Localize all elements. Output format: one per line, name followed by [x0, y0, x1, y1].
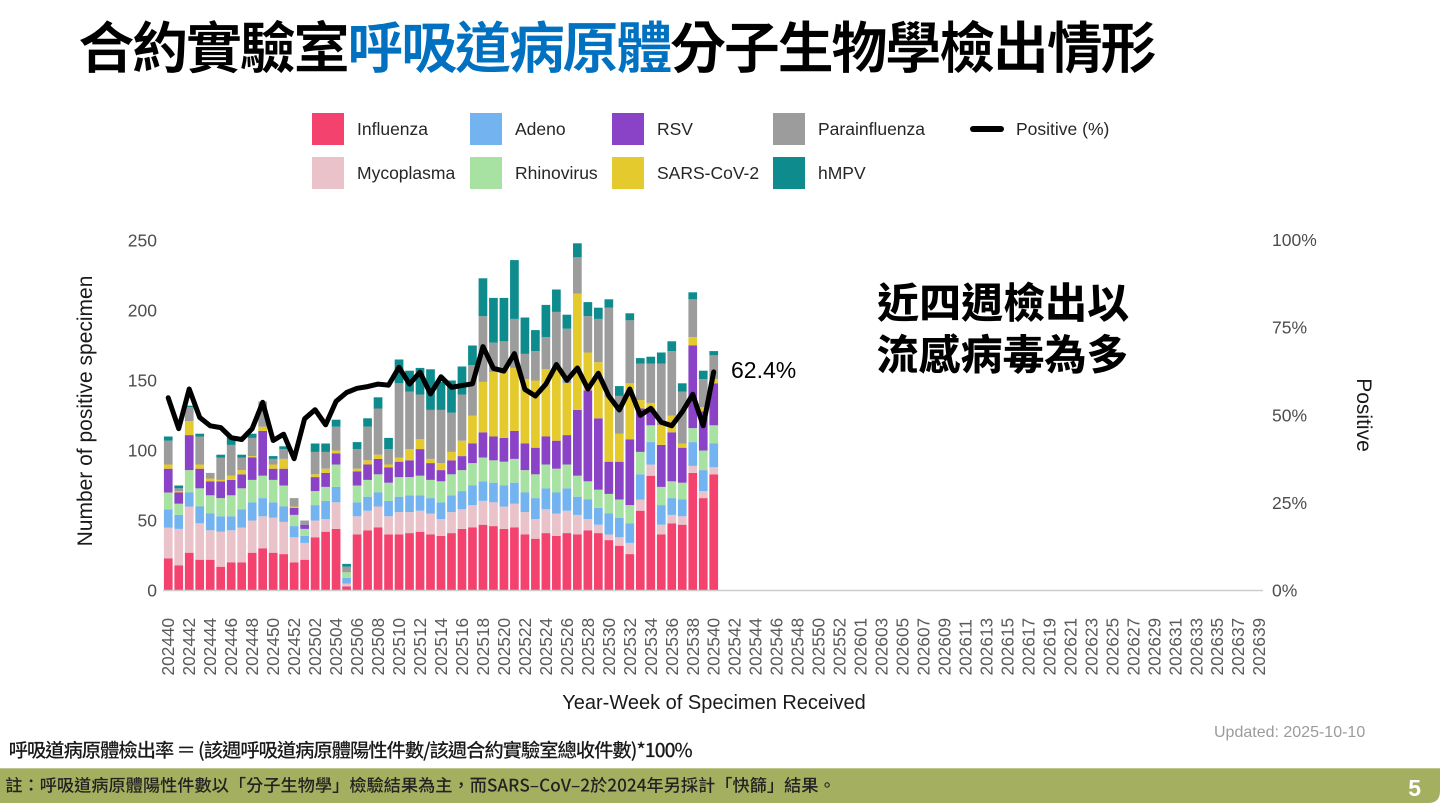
- svg-text:202518: 202518: [473, 618, 493, 676]
- svg-text:100%: 100%: [1272, 230, 1317, 250]
- svg-text:202446: 202446: [221, 618, 241, 676]
- svg-text:202516: 202516: [452, 618, 472, 676]
- svg-text:202532: 202532: [620, 618, 640, 676]
- svg-text:62.4%: 62.4%: [731, 357, 796, 383]
- svg-text:202609: 202609: [935, 618, 955, 676]
- svg-text:Influenza: Influenza: [357, 119, 428, 139]
- svg-text:202611: 202611: [956, 619, 976, 675]
- svg-text:Positive: Positive: [1352, 378, 1375, 452]
- svg-text:25%: 25%: [1272, 493, 1307, 513]
- svg-text:202452: 202452: [284, 618, 304, 676]
- svg-text:202524: 202524: [536, 617, 556, 675]
- svg-text:0: 0: [147, 581, 157, 601]
- svg-text:202538: 202538: [683, 618, 703, 676]
- svg-text:202637: 202637: [1228, 618, 1248, 676]
- svg-text:202548: 202548: [788, 618, 808, 676]
- svg-text:202536: 202536: [662, 618, 682, 676]
- svg-text:Mycoplasma: Mycoplasma: [357, 163, 455, 183]
- svg-text:202520: 202520: [494, 618, 514, 676]
- svg-text:202442: 202442: [179, 618, 199, 676]
- svg-text:hMPV: hMPV: [818, 163, 866, 183]
- svg-text:202633: 202633: [1186, 618, 1206, 676]
- svg-text:202540: 202540: [704, 618, 724, 676]
- svg-text:50%: 50%: [1272, 405, 1307, 425]
- svg-text:202621: 202621: [1060, 618, 1080, 676]
- svg-text:202631: 202631: [1165, 618, 1185, 676]
- svg-text:Updated: 2025-10-10: Updated: 2025-10-10: [1214, 724, 1365, 741]
- svg-text:202617: 202617: [1018, 618, 1038, 676]
- svg-text:202625: 202625: [1102, 618, 1122, 676]
- svg-text:202440: 202440: [158, 618, 178, 676]
- svg-text:202546: 202546: [767, 618, 787, 676]
- svg-text:RSV: RSV: [657, 119, 693, 139]
- svg-text:0%: 0%: [1272, 581, 1297, 601]
- svg-text:202615: 202615: [998, 618, 1018, 676]
- svg-text:202514: 202514: [431, 617, 451, 675]
- svg-text:202504: 202504: [326, 617, 346, 675]
- svg-text:202607: 202607: [914, 618, 934, 676]
- svg-text:Parainfluenza: Parainfluenza: [818, 119, 925, 139]
- svg-text:200: 200: [128, 301, 157, 321]
- svg-text:202623: 202623: [1081, 618, 1101, 676]
- svg-text:202603: 202603: [872, 618, 892, 676]
- svg-text:202526: 202526: [557, 618, 577, 676]
- svg-text:202508: 202508: [368, 618, 388, 676]
- svg-text:202627: 202627: [1123, 618, 1143, 676]
- svg-text:202619: 202619: [1039, 618, 1059, 676]
- svg-text:202502: 202502: [305, 618, 325, 676]
- svg-text:202528: 202528: [578, 618, 598, 676]
- svg-text:75%: 75%: [1272, 318, 1307, 338]
- svg-text:202613: 202613: [977, 618, 997, 676]
- svg-text:202639: 202639: [1249, 618, 1269, 676]
- svg-text:Year-Week of Specimen Received: Year-Week of Specimen Received: [562, 692, 866, 714]
- svg-text:202506: 202506: [347, 618, 367, 676]
- svg-text:Positive (%): Positive (%): [1016, 119, 1109, 139]
- svg-text:Adeno: Adeno: [515, 119, 566, 139]
- svg-text:202542: 202542: [725, 618, 745, 676]
- svg-text:202635: 202635: [1207, 618, 1227, 676]
- svg-text:202550: 202550: [809, 618, 829, 676]
- svg-text:202512: 202512: [410, 618, 430, 676]
- svg-text:202601: 202601: [851, 618, 871, 676]
- svg-text:202552: 202552: [830, 618, 850, 676]
- svg-text:5: 5: [1408, 775, 1421, 801]
- svg-text:202448: 202448: [242, 618, 262, 676]
- svg-text:202444: 202444: [200, 617, 220, 675]
- svg-text:100: 100: [128, 441, 157, 461]
- svg-text:Rhinovirus: Rhinovirus: [515, 163, 598, 183]
- svg-text:202522: 202522: [515, 618, 535, 676]
- svg-text:250: 250: [128, 231, 157, 251]
- svg-text:SARS-CoV-2: SARS-CoV-2: [657, 163, 759, 183]
- svg-text:202534: 202534: [641, 617, 661, 675]
- svg-text:202530: 202530: [599, 618, 619, 676]
- svg-text:202450: 202450: [263, 618, 283, 676]
- svg-text:202544: 202544: [746, 617, 766, 675]
- svg-text:202629: 202629: [1144, 618, 1164, 676]
- svg-text:150: 150: [128, 371, 157, 391]
- svg-text:202605: 202605: [893, 618, 913, 676]
- svg-text:Number of positive specimen: Number of positive specimen: [74, 276, 97, 547]
- svg-text:50: 50: [138, 511, 158, 531]
- svg-text:202510: 202510: [389, 618, 409, 676]
